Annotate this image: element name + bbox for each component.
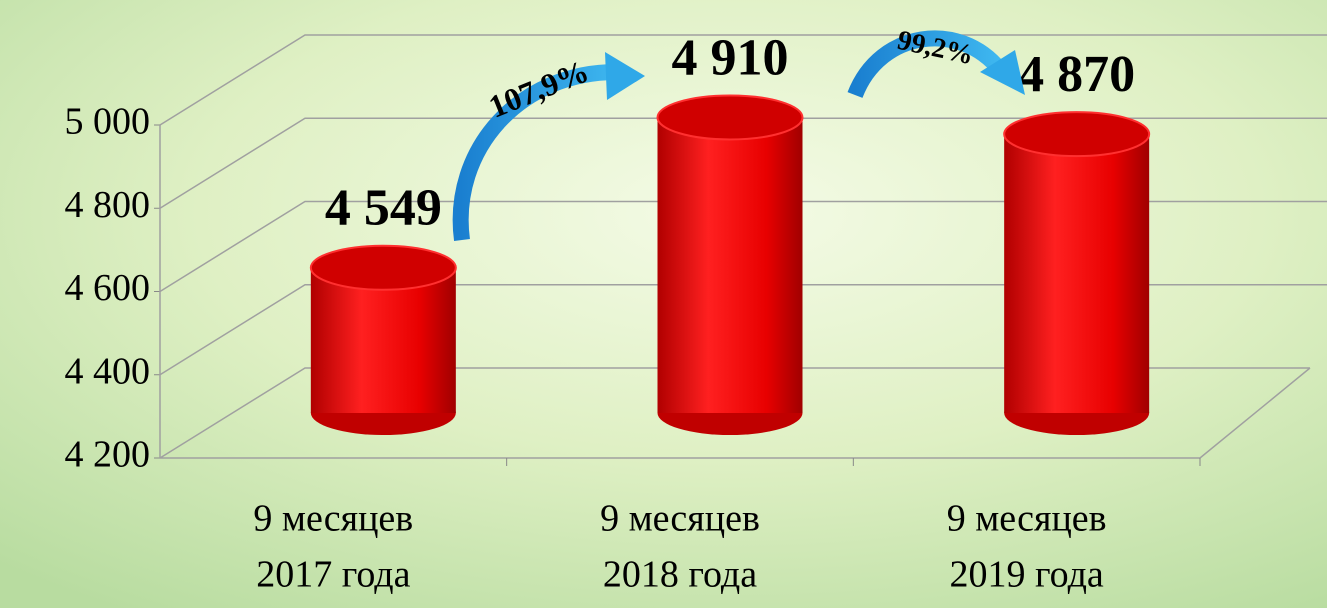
arrow-head — [605, 52, 645, 100]
x-tick-label: 2018 года — [603, 554, 757, 596]
y-tick-label: 5 000 — [65, 101, 151, 143]
y-tick-label: 4 600 — [65, 267, 151, 309]
bar — [1004, 134, 1150, 414]
bar — [657, 117, 803, 414]
arrow-head — [980, 50, 1025, 95]
value-label: 4 910 — [672, 29, 789, 86]
y-tick-label: 4 800 — [65, 184, 151, 226]
bar — [310, 267, 456, 413]
value-label: 4 549 — [325, 180, 442, 237]
grid-line — [159, 284, 1327, 376]
x-tick-label: 2017 года — [256, 554, 410, 596]
growth-arrow — [847, 30, 1007, 99]
plot: 4 200 4 400 4 600 4 800 5 000 4 549 9 месяцев 2… — [65, 29, 1327, 596]
grid-line — [159, 34, 1327, 126]
bar-top — [309, 244, 457, 291]
growth-arrow — [452, 63, 621, 242]
x-tick-label: 2019 года — [950, 554, 1104, 596]
grid-line — [159, 117, 1327, 209]
x-tick-label: 9 месяцев — [600, 498, 760, 540]
bar-top — [1003, 111, 1151, 158]
grid-line — [159, 200, 1327, 293]
x-tick-label: 9 месяцев — [947, 498, 1107, 540]
value-label: 4 870 — [1018, 46, 1135, 103]
x-tick-label: 9 месяцев — [253, 498, 413, 540]
bar-top — [656, 94, 804, 141]
y-tick-label: 4 200 — [65, 434, 151, 476]
y-tick-label: 4 400 — [65, 350, 151, 392]
